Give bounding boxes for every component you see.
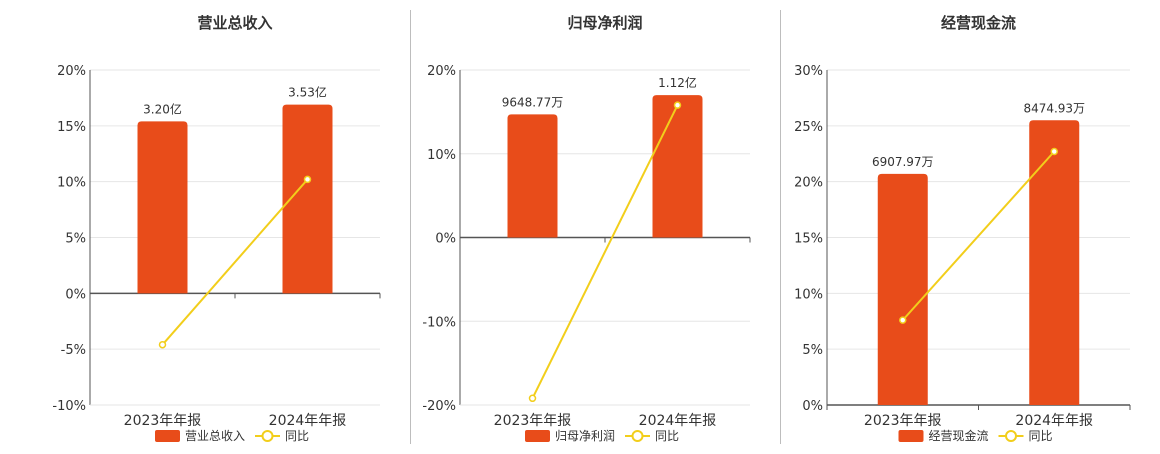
y-tick-label: -20% (422, 399, 456, 414)
y-tick-label: 15% (57, 120, 86, 135)
bar (507, 114, 558, 238)
yoy-point (1050, 147, 1058, 156)
y-tick-label: 10% (57, 176, 86, 191)
x-tick-label: 2024年年报 (269, 413, 347, 429)
bar (1029, 120, 1080, 405)
legend-bar-label: 归母净利润 (555, 429, 615, 443)
panel-divider (410, 10, 411, 444)
chart-panel-net-profit: 归母净利润 20% 10% 0% -10% -20% 9648.77万 1.12亿 2023年年… (410, 0, 780, 450)
panel-divider (780, 10, 781, 444)
yoy-point (899, 316, 907, 324)
legend-line-marker (631, 430, 644, 442)
y-tick-label: 20% (794, 176, 823, 191)
y-tick-label: -10% (422, 315, 456, 330)
y-tick-label: -5% (61, 343, 86, 358)
bar (652, 95, 703, 238)
y-tick-label: -10% (52, 399, 86, 414)
y-tick-label: 0% (802, 399, 823, 414)
legend-line-label: 同比 (1029, 429, 1053, 443)
bar (282, 104, 333, 294)
chart-panel-cash-flow: 经营现金流 30% 25% 20% 15% 10% 5% 0% 6907.97万 8474.93万… (780, 0, 1160, 450)
y-tick-label: 5% (65, 232, 86, 247)
y-tick-label: 5% (802, 343, 823, 358)
y-tick-label: 30% (794, 64, 823, 79)
legend-line-marker (261, 430, 274, 442)
yoy-point (303, 175, 312, 184)
x-tick-label: 2024年年报 (1015, 413, 1093, 429)
chart-title: 经营现金流 (941, 14, 1016, 32)
y-tick-label: 20% (427, 64, 456, 79)
bar-data-label: 3.20亿 (143, 101, 182, 116)
yoy-point (528, 394, 537, 403)
chart-revenue: 营业总收入 20% 15% 10% 5% 0% -5% -10% 3.20亿 3.53亿 2023年… (52, 14, 381, 443)
legend-line-label: 同比 (285, 429, 309, 443)
legend-bar-swatch (898, 430, 924, 442)
y-tick-label: 15% (794, 232, 823, 247)
legend-bar-label: 经营现金流 (929, 428, 989, 443)
x-tick-label: 2024年年报 (639, 413, 717, 429)
x-tick-label: 2023年年报 (864, 413, 942, 429)
y-tick-label: 25% (794, 120, 823, 135)
legend-bar-swatch (155, 430, 180, 442)
legend-line-marker (1005, 430, 1017, 442)
bar-data-label: 9648.77万 (502, 95, 564, 109)
y-tick-label: 0% (435, 232, 456, 247)
legend-line-label: 同比 (655, 429, 679, 443)
yoy-point (673, 101, 682, 109)
legend-bar-swatch (525, 430, 550, 442)
legend-bar-label: 营业总收入 (185, 429, 245, 443)
chart-cash-flow: 经营现金流 30% 25% 20% 15% 10% 5% 0% 6907.97万 8474.93万… (794, 14, 1131, 443)
y-tick-label: 10% (794, 287, 823, 302)
bar-data-label: 3.53亿 (288, 85, 327, 100)
yoy-line (161, 178, 309, 346)
x-tick-label: 2023年年报 (494, 413, 572, 429)
y-tick-label: 20% (57, 64, 86, 79)
chart-title: 归母净利润 (567, 14, 642, 32)
chart-net-profit: 归母净利润 20% 10% 0% -10% -20% 9648.77万 1.12亿 2023年年… (422, 14, 751, 443)
yoy-line (531, 104, 679, 399)
bar-data-label: 6907.97万 (872, 155, 934, 169)
y-tick-label: 0% (65, 287, 86, 302)
bar (877, 173, 928, 405)
bar-data-label: 8474.93万 (1023, 101, 1085, 115)
bar-data-label: 1.12亿 (658, 75, 697, 90)
yoy-point (158, 340, 167, 349)
yoy-line (902, 150, 1055, 321)
chart-panel-revenue: 营业总收入 20% 15% 10% 5% 0% -5% -10% 3.20亿 3.53亿 2023年… (0, 0, 400, 450)
x-tick-label: 2023年年报 (124, 413, 202, 429)
y-tick-label: 10% (427, 148, 456, 163)
chart-title: 营业总收入 (197, 14, 272, 32)
bar (137, 121, 188, 294)
